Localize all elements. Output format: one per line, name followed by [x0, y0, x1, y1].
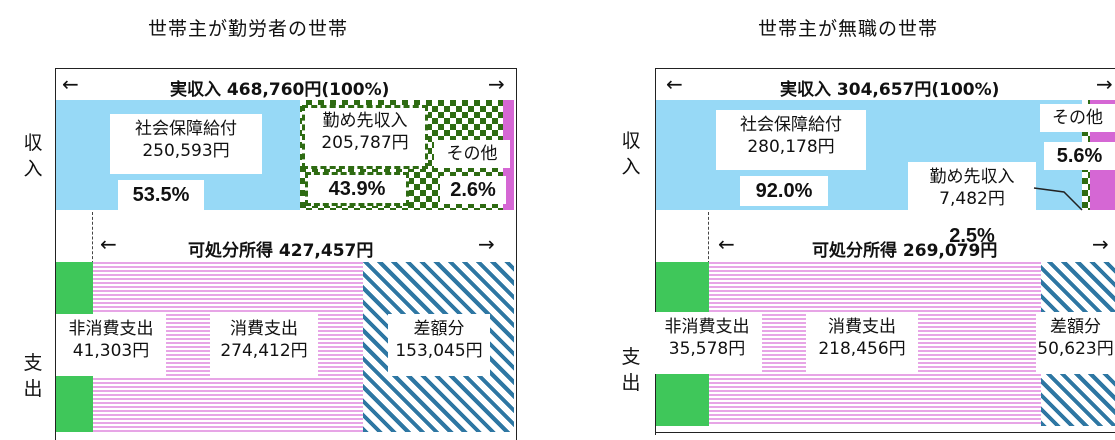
right-nonconsumption-box: 非消費支出 35,578円	[652, 312, 762, 374]
left-social-pct: 53.5%	[118, 180, 204, 210]
left-disp-arrow-right: →	[478, 232, 495, 256]
left-arrow-left: ←	[62, 72, 79, 96]
left-surplus-amount: 153,045円	[395, 341, 483, 361]
right-work-box: 勤め先収入 7,482円	[908, 162, 1036, 222]
left-frame	[55, 68, 517, 440]
right-social-label: 社会保障給付	[740, 115, 842, 135]
left-social-box: 社会保障給付 250,593円	[110, 114, 262, 174]
left-work-pct: 43.9%	[305, 172, 409, 206]
left-consumption-amount: 274,412円	[220, 341, 308, 361]
right-work-label: 勤め先収入	[929, 167, 1015, 187]
left-title: 世帯主が勤労者の世帯	[148, 18, 349, 40]
right-work-pct: 2.5%	[932, 222, 1012, 250]
left-arrow-right: →	[488, 72, 505, 96]
right-disp-arrow-right: →	[1092, 232, 1109, 256]
right-social-pct: 92.0%	[740, 176, 828, 206]
left-nonconsumption-label: 非消費支出	[68, 319, 154, 339]
right-frame	[655, 68, 1115, 435]
right-other-pct: 5.6%	[1044, 142, 1115, 170]
left-work-label: 勤め先収入	[322, 111, 408, 131]
right-arrow-left: ←	[666, 72, 683, 96]
left-divider-line	[92, 212, 93, 264]
left-social-amount: 250,593円	[142, 141, 230, 161]
left-nonconsumption-box: 非消費支出 41,303円	[56, 314, 166, 376]
left-work-box: 勤め先収入 205,787円	[302, 105, 428, 169]
right-other-label: その他	[1040, 104, 1115, 132]
right-disposable-header: 可処分所得 269,079円	[812, 241, 998, 261]
left-disposable-header: 可処分所得 427,457円	[188, 241, 374, 261]
right-nonconsumption-amount: 35,578円	[668, 339, 746, 359]
right-consumption-label: 消費支出	[828, 317, 896, 337]
left-disp-arrow-left: ←	[100, 232, 117, 256]
right-work-leader-line	[1033, 187, 1083, 211]
right-income-header: 実収入 304,657円(100%)	[780, 80, 1000, 100]
left-social-label: 社会保障給付	[135, 119, 237, 139]
right-consumption-box: 消費支出 218,456円	[806, 312, 918, 374]
right-arrow-right: →	[1096, 72, 1113, 96]
left-nonconsumption-amount: 41,303円	[72, 341, 150, 361]
left-consumption-label: 消費支出	[230, 319, 298, 339]
right-surplus-label: 差額分	[1050, 317, 1101, 337]
right-nonconsumption-label: 非消費支出	[664, 317, 750, 337]
right-disp-arrow-left: ←	[718, 232, 735, 256]
right-social-box: 社会保障給付 280,178円	[716, 110, 866, 170]
right-consumption-amount: 218,456円	[818, 339, 906, 359]
left-other-label: その他	[434, 140, 510, 168]
right-work-amount: 7,482円	[939, 189, 1005, 209]
left-other-pct: 2.6%	[440, 176, 506, 204]
right-surplus-box: 差額分 50,623円	[1036, 312, 1115, 374]
left-surplus-box: 差額分 153,045円	[388, 314, 490, 376]
left-side-expense: 支出	[23, 352, 43, 400]
left-income-header: 実収入 468,760円(100%)	[170, 80, 390, 100]
left-consumption-box: 消費支出 274,412円	[210, 314, 318, 376]
right-social-amount: 280,178円	[747, 137, 835, 157]
right-divider-line	[708, 212, 709, 264]
left-surplus-label: 差額分	[413, 319, 465, 339]
right-frame-bottom	[655, 432, 1115, 433]
right-side-income: 収入	[621, 130, 641, 178]
right-side-expense: 支出	[621, 346, 641, 394]
left-side-income: 収入	[23, 132, 43, 180]
left-work-amount: 205,787円	[321, 133, 409, 153]
right-title: 世帯主が無職の世帯	[758, 18, 939, 40]
right-surplus-amount: 50,623円	[1037, 339, 1114, 359]
